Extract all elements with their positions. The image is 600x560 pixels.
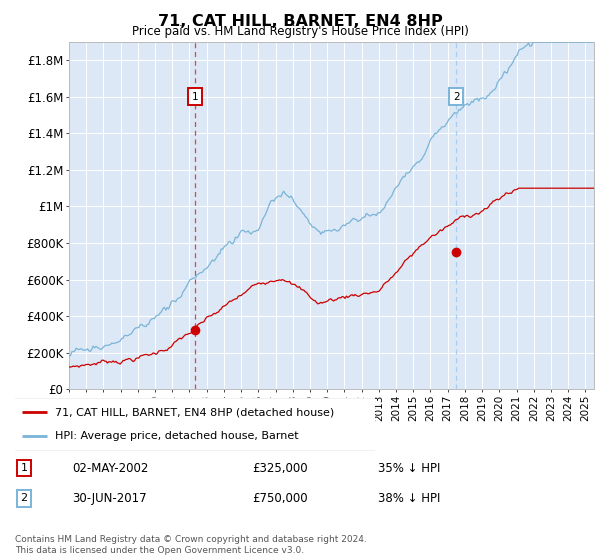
Text: 30-JUN-2017: 30-JUN-2017 <box>72 492 146 505</box>
Text: 2: 2 <box>20 493 28 503</box>
Text: 35% ↓ HPI: 35% ↓ HPI <box>378 461 440 475</box>
Text: HPI: Average price, detached house, Barnet: HPI: Average price, detached house, Barn… <box>55 431 298 441</box>
FancyBboxPatch shape <box>11 397 379 451</box>
Text: 02-MAY-2002: 02-MAY-2002 <box>72 461 148 475</box>
Text: 1: 1 <box>20 463 28 473</box>
Text: Contains HM Land Registry data © Crown copyright and database right 2024.
This d: Contains HM Land Registry data © Crown c… <box>15 535 367 555</box>
Text: 1: 1 <box>192 92 199 102</box>
Text: 71, CAT HILL, BARNET, EN4 8HP: 71, CAT HILL, BARNET, EN4 8HP <box>158 14 442 29</box>
Text: £750,000: £750,000 <box>252 492 308 505</box>
Text: 2: 2 <box>453 92 460 102</box>
Text: £325,000: £325,000 <box>252 461 308 475</box>
Text: Price paid vs. HM Land Registry's House Price Index (HPI): Price paid vs. HM Land Registry's House … <box>131 25 469 38</box>
Text: 71, CAT HILL, BARNET, EN4 8HP (detached house): 71, CAT HILL, BARNET, EN4 8HP (detached … <box>55 408 334 418</box>
Text: 38% ↓ HPI: 38% ↓ HPI <box>378 492 440 505</box>
